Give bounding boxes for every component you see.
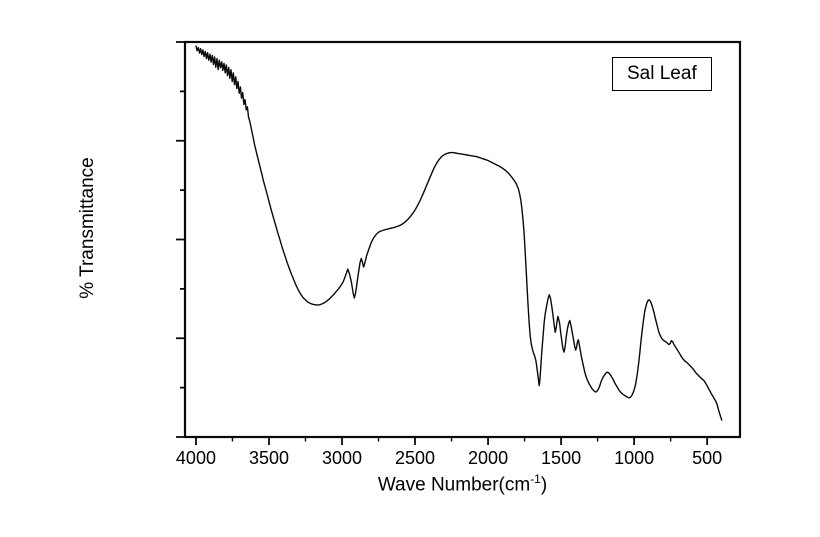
x-axis-title: Wave Number(cm-1) <box>185 472 740 496</box>
x-axis-title-close: ) <box>540 474 548 496</box>
legend-box: Sal Leaf <box>612 57 712 91</box>
y-axis-title: % Transmittance <box>77 157 99 299</box>
x-tick-label: 2000 <box>468 448 508 468</box>
x-axis-title-main: Wave Number(cm <box>377 474 531 496</box>
x-tick-label: 3500 <box>249 448 289 468</box>
legend-label: Sal Leaf <box>627 63 697 84</box>
plot-frame <box>183 40 742 439</box>
x-tick-label: 2500 <box>395 448 435 468</box>
x-tick-label: 3000 <box>322 448 362 468</box>
x-axis-title-superscript: -1 <box>530 472 541 486</box>
x-tick-label: 4000 <box>176 448 216 468</box>
spectrum-line <box>195 45 723 421</box>
y-axis-title-text: % Transmittance <box>77 157 98 299</box>
x-tick-label: 1000 <box>614 448 654 468</box>
x-tick-label: 1500 <box>541 448 581 468</box>
x-tick-label: 500 <box>692 448 722 468</box>
